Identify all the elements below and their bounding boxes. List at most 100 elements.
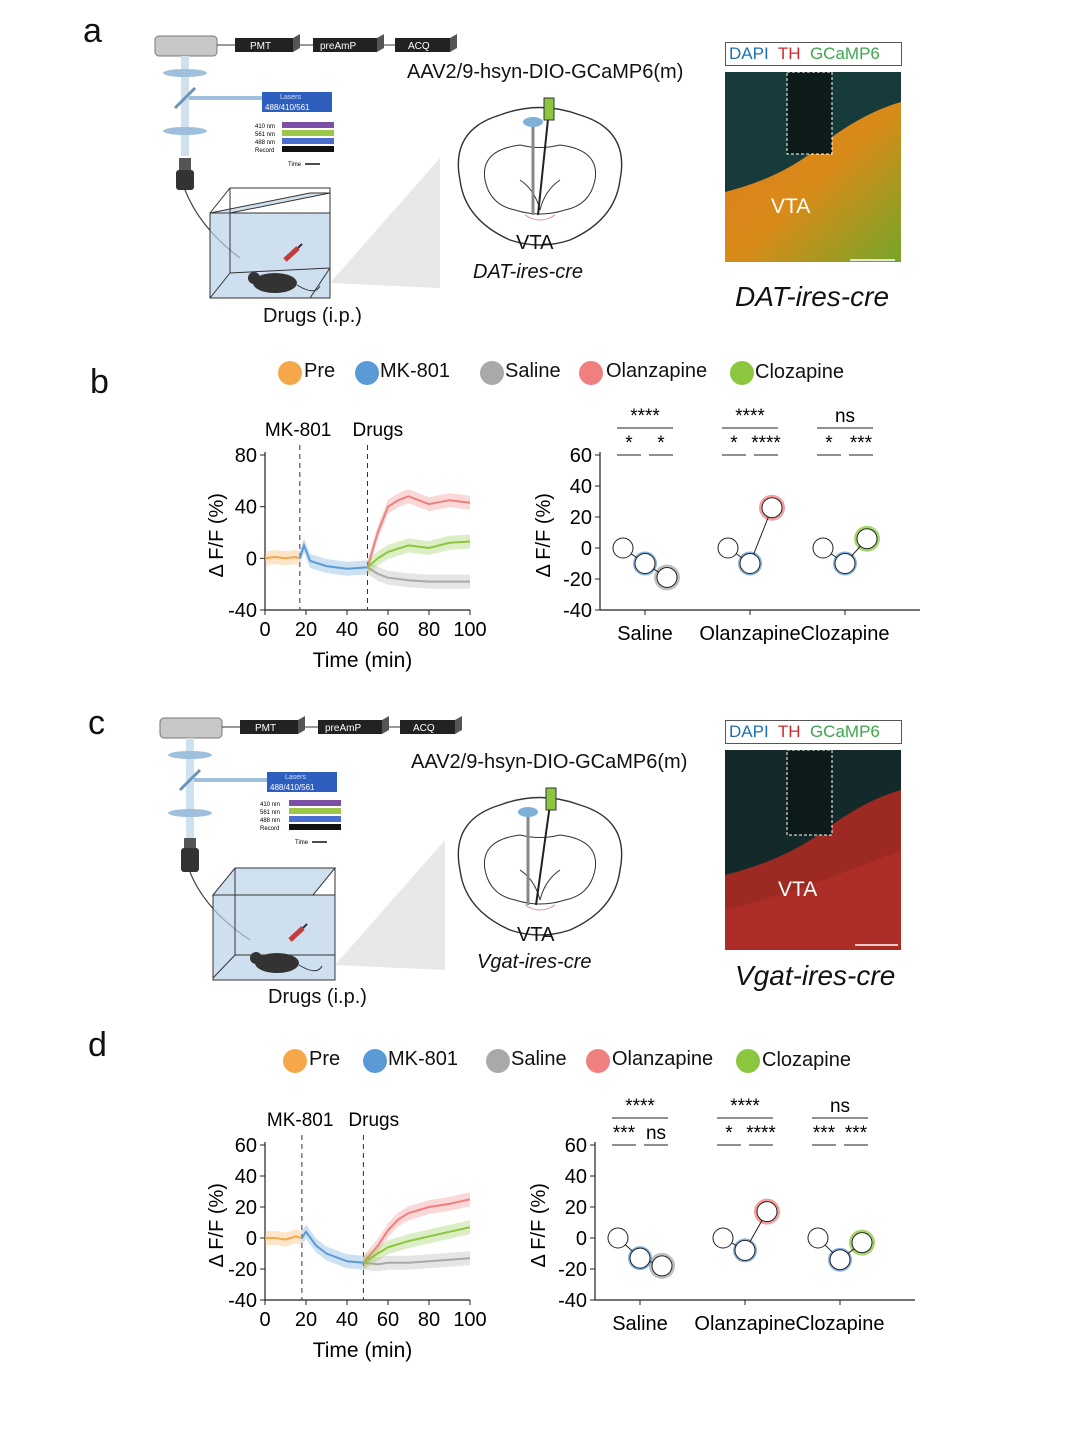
group-label: Saline (617, 623, 673, 645)
svg-text:Lasers: Lasers (285, 774, 307, 781)
panel-label-d: d (88, 1026, 107, 1064)
series-band-olanzapine (367, 489, 470, 575)
mean-point-pre (712, 1227, 734, 1249)
x-tick-label: 60 (377, 619, 399, 641)
drug-marker-label: Drugs (353, 420, 404, 441)
legend-dot-clozapine (730, 361, 754, 385)
group-label: Clozapine (796, 1313, 885, 1335)
mean-point-mk801 (629, 1247, 651, 1269)
series-line-olanzapine (362, 1198, 471, 1264)
mk801-marker-label: MK-801 (265, 420, 332, 441)
series-band-mk-801 (299, 538, 368, 576)
drugs-label-a: Drugs (i.p.) (263, 305, 362, 327)
y-tick-label: 0 (576, 1228, 587, 1250)
svg-text:ACQ: ACQ (408, 41, 430, 52)
sig-left: * (730, 433, 738, 454)
x-tick-label: 0 (259, 619, 270, 641)
y-tick-label: 40 (235, 1166, 257, 1188)
y-tick-label: 0 (581, 538, 592, 560)
sig-right: * (657, 433, 665, 454)
series-line-pre (265, 1235, 303, 1241)
micro-vta-c: VTA (778, 878, 818, 901)
sig-top: **** (735, 406, 765, 427)
y-tick-label: 40 (235, 497, 257, 519)
panel-label-b: b (90, 363, 109, 401)
group-label: Olanzapine (694, 1313, 795, 1335)
series-band-pre (265, 1229, 302, 1247)
mean-point-drug (651, 1255, 673, 1277)
svg-text:488 nm: 488 nm (260, 818, 280, 824)
svg-text:preAmP: preAmP (325, 723, 361, 734)
mean-point-pre (717, 537, 739, 559)
micro-line-c: Vgat-ires-cre (735, 960, 896, 991)
y-tick-label: 40 (570, 476, 592, 498)
setup-diagram-a: PMT preAmP ACQ Lasers 488/410/561 410 nm… (154, 34, 457, 299)
svg-text:Record: Record (260, 826, 279, 832)
mean-point-drug (856, 528, 878, 550)
series-line-mk-801 (298, 542, 368, 570)
mean-point-pre (612, 537, 634, 559)
legend-d: Pre MK-801 Saline Olanzapine Clozapine (283, 1047, 883, 1075)
mean-point-mk801 (734, 1239, 756, 1261)
x-tick-label: 40 (336, 619, 358, 641)
y-tick-label: -40 (563, 600, 592, 622)
mean-point-pre (807, 1227, 829, 1249)
sig-left: *** (813, 1123, 836, 1144)
mean-point-pre (812, 537, 834, 559)
sig-top: ns (835, 406, 855, 427)
series-line-saline (363, 1257, 471, 1266)
y-tick-label: -40 (228, 1290, 257, 1312)
mouse-line-a: DAT-ires-cre (473, 261, 584, 283)
mouse-line-c: Vgat-ires-cre (477, 951, 592, 973)
mean-point-mk801 (834, 553, 856, 574)
trace-chart-d: -40 -20 0 20 40 60 0 20 40 60 80 100 MK-801 Drugs Δ F/… (206, 1110, 487, 1362)
svg-text:561 nm: 561 nm (260, 810, 280, 816)
series-band-olanzapine (363, 1192, 470, 1270)
mean-point-drug (761, 497, 783, 519)
pmt-label: PMT (250, 41, 271, 52)
sig-left: * (625, 433, 633, 454)
svg-text:Time: Time (295, 840, 309, 846)
legend-dot-pre (278, 361, 302, 385)
brain-diagram-c (457, 787, 623, 936)
series-band-mk-801 (301, 1224, 364, 1270)
vta-label-c: VTA (517, 924, 555, 946)
mean-point-drug (656, 566, 678, 588)
brain-diagram-a (457, 97, 623, 246)
series-line-clozapine (362, 1226, 471, 1264)
sig-right: ns (646, 1123, 666, 1144)
virus-label-a: AAV2/9-hsyn-DIO-GCaMP6(m) (407, 61, 684, 83)
y-tick-label: 80 (235, 445, 257, 467)
x-axis-label: Time (min) (313, 1339, 413, 1362)
svg-text:410 nm: 410 nm (260, 802, 280, 808)
group-label: Clozapine (801, 623, 890, 645)
drugs-label-c: Drugs (i.p.) (268, 986, 367, 1008)
y-tick-label: -40 (228, 600, 257, 622)
legend-dot-saline (480, 361, 504, 385)
x-tick-label: 80 (418, 619, 440, 641)
svg-text:488 nm: 488 nm (255, 140, 275, 146)
y-tick-label: 20 (235, 1197, 257, 1219)
mean-point-drug (851, 1232, 873, 1254)
sig-right: **** (746, 1123, 776, 1144)
svg-text:561 nm: 561 nm (255, 132, 275, 138)
y-tick-label: 0 (246, 1228, 257, 1250)
micro-legend-c: DAPI TH GCaMP6 (725, 720, 902, 744)
panel-label-a: a (83, 12, 102, 50)
y-tick-label: 60 (570, 445, 592, 467)
sig-right: **** (751, 433, 781, 454)
y-axis-label: Δ F/F (%) (206, 1183, 228, 1267)
series-line-olanzapine (366, 495, 471, 568)
micrograph-c (725, 750, 901, 950)
group-label: Saline (612, 1313, 668, 1335)
drug-marker-label: Drugs (348, 1110, 399, 1131)
svg-text:Time: Time (288, 162, 302, 168)
sig-top: **** (625, 1096, 655, 1117)
sig-right: *** (850, 433, 873, 454)
sig-right: *** (845, 1123, 868, 1144)
y-tick-label: -20 (558, 1259, 587, 1281)
series-line-clozapine (366, 540, 471, 569)
